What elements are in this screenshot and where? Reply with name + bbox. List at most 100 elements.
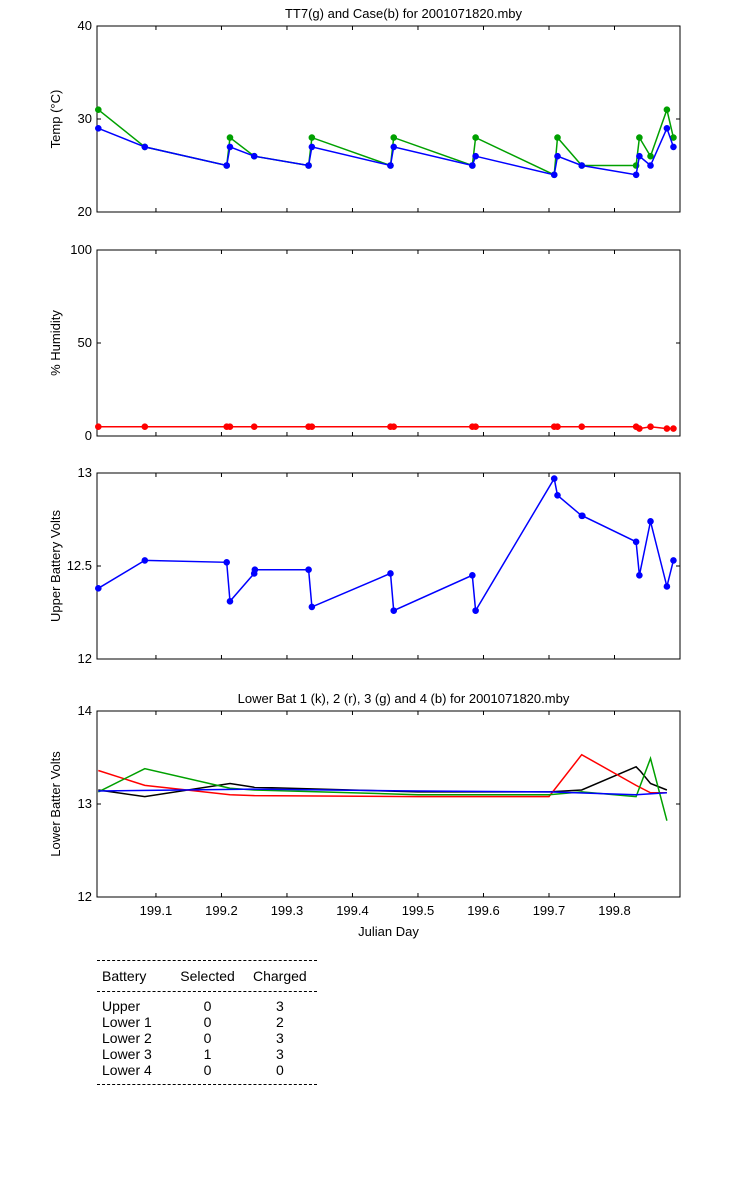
series-line-lower-4 xyxy=(98,788,667,796)
data-point-upper xyxy=(305,566,312,574)
series-line-upper xyxy=(97,476,675,613)
data-point-tt7 xyxy=(554,134,561,141)
y-tick-label: 14 xyxy=(78,703,92,718)
data-point-upper xyxy=(469,572,476,579)
selected-value: 1 xyxy=(203,1046,212,1062)
x-tick-label: 199.5 xyxy=(402,903,435,918)
data-point-case xyxy=(223,162,231,169)
battery-status-table: Battery Selected Charged Upper 0 3 Lower… xyxy=(97,960,317,1085)
data-point-upper xyxy=(554,492,561,499)
data-point-case xyxy=(550,171,558,179)
battery-name: Lower 1 xyxy=(102,1014,152,1030)
y-axis-label: Upper Battery Volts xyxy=(48,510,63,622)
data-point-humidity xyxy=(390,423,398,431)
y-tick-label: 40 xyxy=(78,18,92,33)
plot-frame xyxy=(96,249,681,437)
data-point-humidity xyxy=(636,425,643,432)
x-tick-label: 199.4 xyxy=(336,903,369,918)
data-point-upper xyxy=(472,607,479,614)
data-point-humidity xyxy=(95,423,102,431)
plot-frame xyxy=(96,472,681,660)
data-point-humidity xyxy=(663,425,671,432)
y-tick-label: 13 xyxy=(78,465,92,480)
y-tick-label: 12.5 xyxy=(67,558,92,573)
data-point-case xyxy=(472,152,479,160)
data-point-case xyxy=(141,143,149,151)
data-point-upper xyxy=(141,557,149,564)
data-point-case xyxy=(250,152,258,160)
chart-panel-3: Upper Battery Volts 12 12.5 13 xyxy=(48,465,681,666)
data-point-tt7 xyxy=(95,106,102,113)
data-point-upper xyxy=(390,607,398,614)
data-point-case xyxy=(647,162,654,169)
chart-title: TT7(g) and Case(b) for 2001071820.mby xyxy=(285,6,523,21)
header-charged: Charged xyxy=(253,968,307,984)
header-battery: Battery xyxy=(102,968,147,984)
data-point-tt7 xyxy=(308,134,316,141)
table-row: Lower 4 0 0 xyxy=(97,1062,317,1078)
chart-title: Lower Bat 1 (k), 2 (r), 3 (g) and 4 (b) … xyxy=(238,691,570,706)
data-point-upper xyxy=(226,598,234,605)
data-point-tt7 xyxy=(647,152,654,160)
charged-value: 3 xyxy=(275,998,284,1014)
chart-panel-2: % Humidity 0 50 100 xyxy=(48,242,681,443)
y-axis-label: Lower Batter Volts xyxy=(48,751,63,857)
data-point-case xyxy=(387,162,394,169)
table-body: Upper 0 3 Lower 1 0 2 Lower 2 0 3 Lower … xyxy=(97,992,317,1084)
data-point-case xyxy=(578,162,586,169)
y-tick-label: 30 xyxy=(78,111,92,126)
data-point-case xyxy=(632,171,640,179)
data-point-upper xyxy=(308,603,316,611)
data-point-humidity xyxy=(472,423,479,431)
x-tick-label: 199.2 xyxy=(205,903,238,918)
data-point-upper xyxy=(636,572,643,579)
series-line-case xyxy=(98,126,675,176)
data-point-case xyxy=(469,162,476,169)
selected-value: 0 xyxy=(203,1062,212,1078)
x-tick-label: 199.7 xyxy=(533,903,566,918)
table-header-divider xyxy=(97,991,317,992)
data-point-upper xyxy=(670,557,677,564)
data-point-upper xyxy=(95,585,102,592)
charged-value: 3 xyxy=(275,1046,284,1062)
y-axis-label: Temp (°C) xyxy=(48,90,63,149)
data-point-case xyxy=(554,152,561,160)
selected-value: 0 xyxy=(203,1014,212,1030)
header-selected: Selected xyxy=(180,968,235,984)
y-tick-label: 0 xyxy=(85,428,92,443)
data-point-tt7 xyxy=(390,134,398,141)
charged-value: 2 xyxy=(275,1014,284,1030)
data-point-case xyxy=(305,162,312,169)
selected-value: 0 xyxy=(203,1030,212,1046)
data-point-case xyxy=(226,143,234,151)
charged-value: 0 xyxy=(275,1062,284,1078)
table-top-divider xyxy=(97,960,317,961)
data-point-tt7 xyxy=(636,134,643,141)
data-point-humidity xyxy=(226,423,234,431)
charged-value: 3 xyxy=(275,1030,284,1046)
data-point-upper xyxy=(251,566,259,574)
data-point-upper xyxy=(632,538,640,546)
battery-name: Lower 3 xyxy=(102,1046,152,1062)
data-point-upper xyxy=(387,570,394,577)
y-axis-label: % Humidity xyxy=(48,310,63,376)
data-point-case xyxy=(390,143,398,151)
data-point-case xyxy=(95,125,102,132)
table-bottom-divider xyxy=(97,1084,317,1085)
battery-name: Upper xyxy=(102,998,141,1014)
data-point-humidity xyxy=(554,423,561,431)
x-tick-label: 199.6 xyxy=(467,903,500,918)
data-point-upper xyxy=(579,512,586,520)
battery-name: Lower 4 xyxy=(102,1062,152,1078)
y-tick-label: 12 xyxy=(78,651,92,666)
data-point-upper xyxy=(663,583,671,590)
data-point-case xyxy=(636,152,643,160)
data-point-humidity xyxy=(670,425,677,432)
y-tick-label: 50 xyxy=(78,335,92,350)
data-point-case xyxy=(308,143,316,151)
data-point-humidity xyxy=(308,423,316,431)
data-point-upper xyxy=(647,518,654,525)
x-tick-label: 199.3 xyxy=(271,903,304,918)
plot-frame xyxy=(96,710,681,898)
